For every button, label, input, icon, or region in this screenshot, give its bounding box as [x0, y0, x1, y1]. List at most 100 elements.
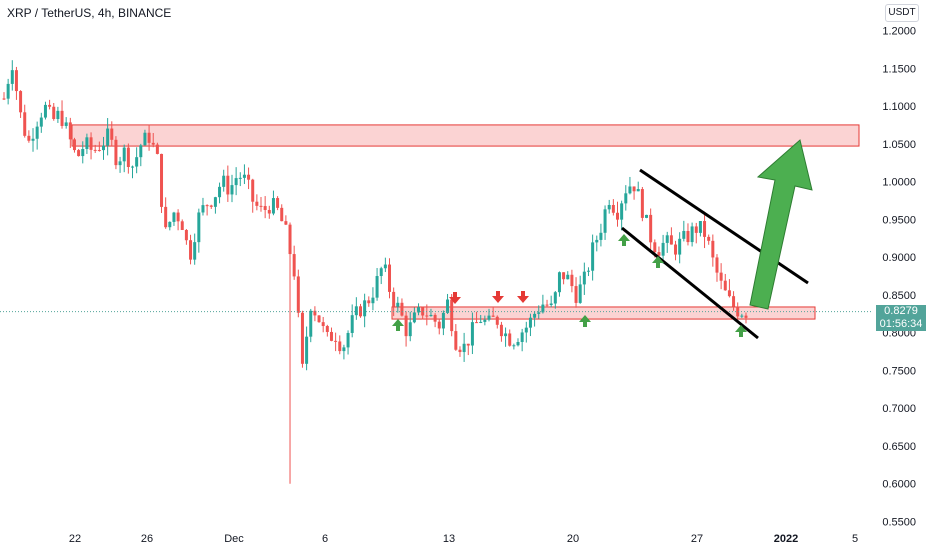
candle-body — [690, 226, 694, 243]
candle-body — [719, 272, 723, 281]
candle-body — [566, 274, 570, 280]
candle-body — [329, 331, 333, 341]
candle-body — [81, 149, 85, 157]
candle-body — [197, 212, 201, 243]
candle-body — [549, 303, 553, 305]
candle-body — [242, 174, 246, 178]
candle-body — [317, 315, 321, 323]
time-axis: 22 26 Dec 6 13 20 27 2022 5 — [69, 533, 858, 545]
arrow-up-shape — [579, 315, 591, 327]
time-tick-label: 20 — [567, 533, 579, 545]
candle-body — [450, 299, 454, 332]
candle-body — [537, 312, 541, 314]
candle-body — [143, 132, 147, 146]
candle-body — [375, 276, 379, 298]
candle-body — [694, 226, 698, 233]
candle-body — [740, 315, 744, 317]
candle-body — [412, 312, 416, 323]
candle-body — [624, 193, 628, 204]
candle-body — [682, 230, 686, 239]
candle-body — [508, 333, 512, 346]
candle-body — [255, 201, 259, 206]
candle-body — [114, 139, 118, 166]
candle-body — [574, 286, 578, 303]
candle-body — [582, 271, 586, 285]
candle-body — [475, 322, 479, 324]
candle-body — [433, 314, 437, 322]
bar-countdown: 01:56:34 — [879, 318, 923, 330]
candle-body — [97, 149, 101, 151]
projection-arrow — [749, 139, 813, 310]
candle-body — [101, 145, 105, 151]
candle-body — [595, 239, 599, 243]
annotations — [0, 139, 872, 340]
candle-body — [172, 212, 176, 222]
candle-body — [35, 126, 39, 139]
candle-body — [732, 296, 736, 307]
price-tick-label: 1.0500 — [882, 139, 916, 151]
candle-body — [184, 230, 188, 241]
candle-body — [636, 189, 640, 192]
candle-body — [379, 268, 383, 277]
candle-body — [118, 161, 122, 166]
arrow-down-icon — [492, 291, 504, 303]
candle-body — [653, 242, 657, 253]
candle-body — [27, 135, 31, 141]
candle-body — [85, 137, 89, 150]
arrow-up-icon — [618, 234, 630, 246]
candle-body — [205, 205, 209, 207]
candle-body — [429, 314, 433, 317]
candle-body — [383, 264, 387, 269]
candle-body — [711, 240, 715, 258]
price-tick-label: 0.9500 — [882, 214, 916, 226]
candle-body — [657, 252, 661, 256]
price-tick-label: 0.9000 — [882, 252, 916, 264]
candle-body — [280, 207, 284, 222]
candle-body — [363, 300, 367, 317]
candle-body — [371, 297, 375, 304]
candle-body — [603, 209, 607, 233]
candle-body — [276, 198, 280, 208]
candle-body — [516, 341, 520, 346]
candle-body — [89, 137, 93, 150]
candle-body — [524, 327, 528, 333]
candle-body — [599, 232, 603, 240]
arrow-up-shape — [652, 256, 664, 268]
currency-selector[interactable]: USDT — [885, 4, 919, 22]
candle-body — [495, 316, 499, 325]
candle-body — [213, 197, 217, 207]
last-price-label: 0.8279 01:56:34 — [876, 305, 926, 331]
support-zone — [391, 306, 816, 320]
arrow-down-shape — [517, 291, 529, 303]
candle-body — [325, 326, 329, 332]
candle-body — [72, 139, 76, 151]
arrow-up-shape — [735, 325, 747, 337]
candle-body — [466, 343, 470, 346]
candle-body — [238, 177, 242, 179]
candle-body — [77, 150, 81, 157]
candle-body — [454, 331, 458, 350]
candle-body — [736, 306, 740, 317]
candle-body — [707, 236, 711, 241]
time-tick-label: 27 — [691, 533, 703, 545]
candle-body — [421, 307, 425, 316]
chart-title: XRP / TetherUS, 4h, BINANCE — [7, 6, 172, 20]
channel-lower-line — [621, 226, 759, 340]
candle-body — [284, 221, 288, 225]
arrow-up-icon — [392, 319, 404, 331]
candle-body — [545, 304, 549, 306]
candle-body — [234, 178, 238, 186]
resistance-zone — [71, 124, 860, 147]
candle-body — [346, 332, 350, 348]
last-price-value: 0.8279 — [884, 305, 918, 317]
candle-body — [437, 321, 441, 329]
candle-body — [342, 347, 346, 352]
candle-body — [39, 117, 43, 127]
time-tick-label: 2022 — [774, 533, 798, 545]
candle-body — [541, 304, 545, 313]
candle-body — [288, 224, 292, 255]
candle-body — [470, 322, 474, 346]
arrow-down-shape — [449, 292, 461, 304]
arrow-up-shape — [392, 319, 404, 331]
